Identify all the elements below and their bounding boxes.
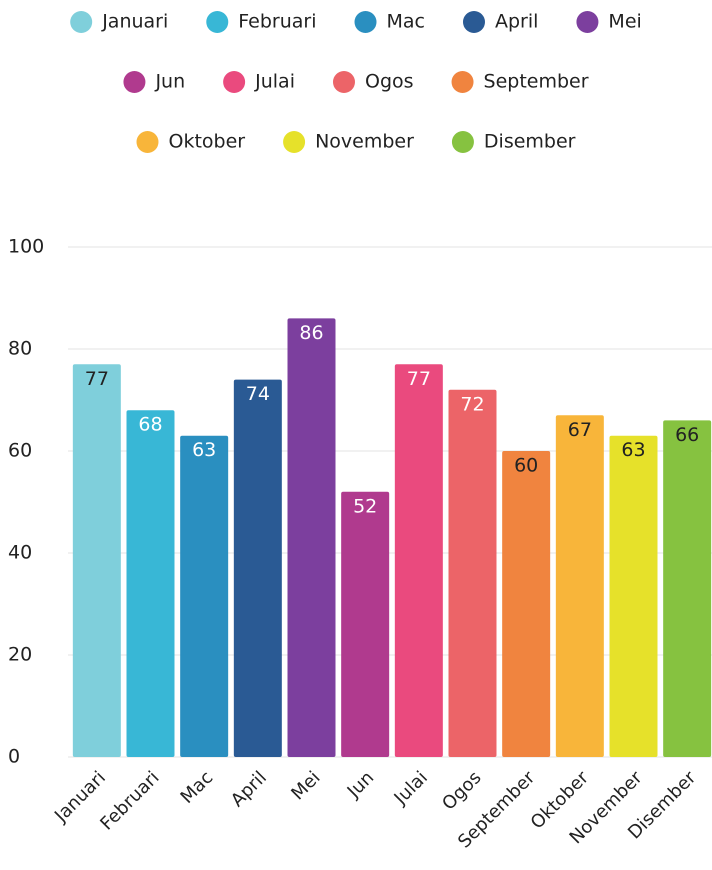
value-label: 86 xyxy=(299,322,323,344)
legend-swatch xyxy=(283,131,306,153)
value-label: 77 xyxy=(85,368,109,390)
legend-swatch xyxy=(70,11,93,33)
legend-label: April xyxy=(495,11,538,33)
value-label: 77 xyxy=(407,368,431,390)
legend-item: Jun xyxy=(123,71,185,93)
y-tick-label: 100 xyxy=(8,236,44,258)
y-tick-label: 40 xyxy=(8,542,32,564)
legend-swatch xyxy=(462,11,485,33)
y-tick-label: 80 xyxy=(8,338,32,360)
bar xyxy=(448,389,497,757)
bar xyxy=(287,318,336,757)
legend-item: Mac xyxy=(354,11,425,33)
legend-item: November xyxy=(283,131,414,153)
y-tick-label: 20 xyxy=(8,644,32,666)
legend-swatch xyxy=(354,11,377,33)
legend-item: Julai xyxy=(223,71,295,93)
bar xyxy=(180,435,229,757)
value-label: 63 xyxy=(192,439,216,461)
x-tick-label: April xyxy=(227,767,271,811)
bar xyxy=(555,415,604,757)
value-label: 60 xyxy=(514,455,538,477)
legend-swatch xyxy=(451,131,474,153)
bar xyxy=(394,364,443,757)
legend-swatch xyxy=(223,71,246,93)
legend-item: September xyxy=(451,71,589,93)
x-tick-label: Julai xyxy=(390,767,432,809)
legend-label: Februari xyxy=(238,11,316,33)
value-label: 52 xyxy=(353,495,377,517)
legend-item: Disember xyxy=(451,131,576,153)
legend-swatch xyxy=(332,71,355,93)
value-label: 68 xyxy=(138,414,162,436)
legend-item: Februari xyxy=(206,11,317,33)
bar xyxy=(126,410,175,757)
x-tick-label: Ogos xyxy=(438,767,485,814)
bar xyxy=(502,451,551,757)
bar xyxy=(72,364,121,757)
legend-label: Ogos xyxy=(365,71,414,93)
value-label: 66 xyxy=(675,424,699,446)
legend-label: November xyxy=(315,131,414,153)
bar xyxy=(341,491,390,757)
legend-swatch xyxy=(136,131,159,153)
legend-label: Julai xyxy=(254,71,295,93)
y-tick-label: 60 xyxy=(8,440,32,462)
y-tick-label: 0 xyxy=(8,746,20,768)
legend-label: Mac xyxy=(387,11,425,33)
legend-item: Oktober xyxy=(136,131,245,153)
legend-item: April xyxy=(462,11,538,33)
value-label: 63 xyxy=(621,439,645,461)
legend-item: Ogos xyxy=(332,71,414,93)
legend-label: Oktober xyxy=(168,131,245,153)
legend-swatch xyxy=(576,11,599,33)
value-label: 74 xyxy=(246,383,270,405)
x-tick-label: Mei xyxy=(287,767,324,804)
legend-swatch xyxy=(123,71,146,93)
x-tick-label: Jun xyxy=(343,767,378,802)
value-label: 67 xyxy=(568,419,592,441)
legend-swatch xyxy=(451,71,474,93)
x-tick-label: Februari xyxy=(96,767,163,834)
bar xyxy=(233,379,282,757)
bar xyxy=(663,420,712,757)
value-label: 72 xyxy=(460,393,484,415)
legend-label: Januari xyxy=(101,11,168,33)
legend-label: Jun xyxy=(154,71,185,93)
x-tick-label: Mac xyxy=(177,767,218,808)
legend-label: September xyxy=(484,71,589,93)
legend-label: Disember xyxy=(484,131,576,153)
bar xyxy=(609,435,658,757)
legend-label: Mei xyxy=(608,11,641,33)
legend-item: Mei xyxy=(576,11,642,33)
legend-item: Januari xyxy=(70,11,168,33)
legend-swatch xyxy=(206,11,229,33)
